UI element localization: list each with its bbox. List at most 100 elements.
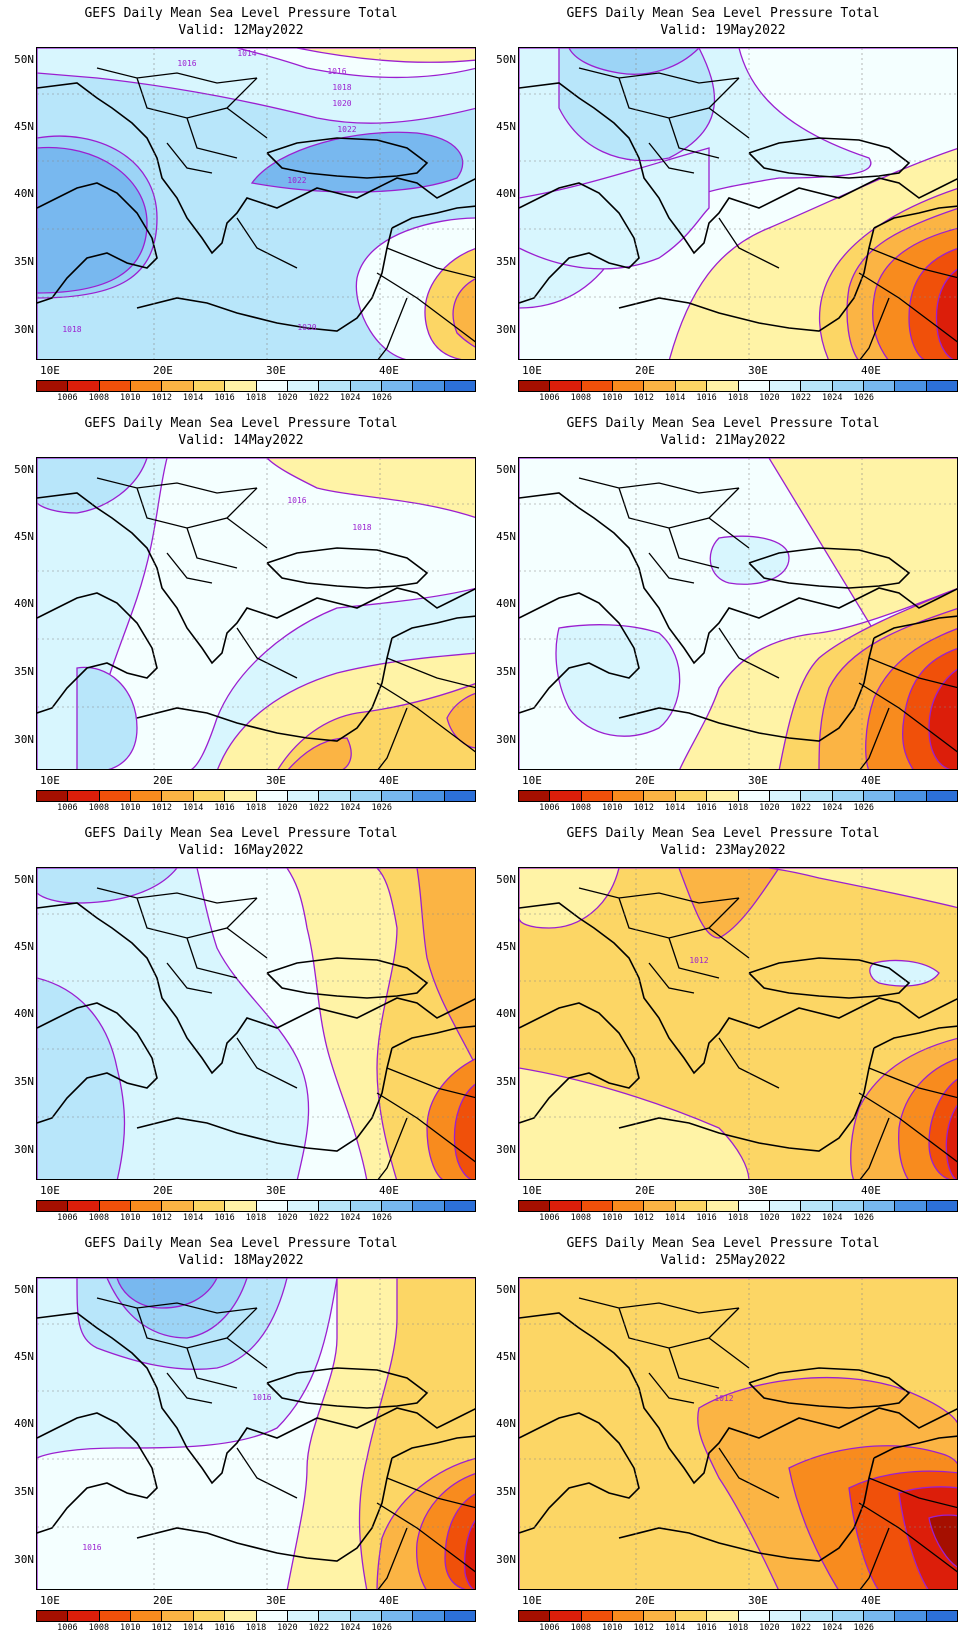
lon-tick-label: 40E bbox=[379, 1594, 399, 1607]
colorbar-swatch bbox=[444, 791, 476, 801]
colorbar-label: 1022 bbox=[308, 1623, 330, 1633]
colorbar-swatch bbox=[68, 381, 100, 391]
colorbar bbox=[518, 790, 958, 802]
colorbar-label: 1024 bbox=[340, 393, 361, 403]
lon-tick-label: 40E bbox=[861, 1594, 881, 1607]
map-panel: GEFS Daily Mean Sea Level Pressure Total… bbox=[482, 1230, 964, 1640]
pressure-map: 1016 1016 bbox=[36, 1277, 476, 1590]
colorbar-label: 1014 bbox=[182, 1213, 204, 1223]
colorbar-swatch bbox=[131, 381, 163, 391]
pressure-band bbox=[37, 868, 178, 904]
pressure-map: 1012 bbox=[518, 867, 958, 1180]
colorbar-label: 1008 bbox=[88, 803, 110, 813]
colorbar-swatch bbox=[926, 1611, 958, 1621]
colorbar-swatch bbox=[413, 381, 445, 391]
coastline bbox=[519, 82, 957, 332]
colorbar-label: 1012 bbox=[151, 1213, 172, 1223]
colorbar-label: 1026 bbox=[853, 1213, 874, 1223]
colorbar-swatch bbox=[350, 1201, 382, 1211]
colorbar-swatch bbox=[707, 1611, 739, 1621]
colorbar-label: 1012 bbox=[151, 1623, 172, 1633]
lat-tick-label: 50N bbox=[14, 463, 34, 476]
lat-tick-label: 45N bbox=[14, 530, 34, 543]
contour-label: 1018 bbox=[352, 523, 371, 532]
lon-tick-label: 40E bbox=[379, 774, 399, 787]
coastline bbox=[519, 492, 957, 742]
pressure-field bbox=[519, 458, 957, 769]
lat-tick-label: 40N bbox=[14, 1417, 34, 1430]
colorbar-swatch bbox=[832, 381, 864, 391]
pressure-band bbox=[898, 1486, 957, 1589]
pressure-band bbox=[678, 868, 780, 939]
lon-tick-label: 20E bbox=[153, 774, 173, 787]
pressure-band bbox=[416, 868, 475, 1066]
lat-tick-label: 45N bbox=[496, 530, 516, 543]
lon-tick-label: 30E bbox=[748, 1594, 768, 1607]
colorbar-label: 1016 bbox=[214, 393, 235, 403]
colorbar-label: 1012 bbox=[633, 393, 654, 403]
colorbar-label: 1014 bbox=[664, 1213, 686, 1223]
pressure-field: 1012 bbox=[519, 1278, 957, 1589]
panel-title: GEFS Daily Mean Sea Level Pressure Total bbox=[84, 1236, 398, 1251]
contour-label: 1018 bbox=[332, 83, 351, 92]
colorbar-label: 1024 bbox=[340, 1213, 361, 1223]
colorbar-label: 1008 bbox=[570, 803, 592, 813]
colorbar-swatch bbox=[801, 1611, 833, 1621]
colorbar bbox=[36, 1610, 476, 1622]
pressure-map: 1014 1016 1016 1018 1020 1022 1022 1020 1018 bbox=[36, 47, 476, 360]
lat-tick-label: 30N bbox=[496, 1553, 516, 1566]
colorbar-labels: 1006 1008 1010 1012 1014 1016 1018 1020 1022 1024… bbox=[36, 1623, 476, 1635]
colorbar-label: 1008 bbox=[88, 1213, 110, 1223]
colorbar-label: 1022 bbox=[790, 1623, 812, 1633]
colorbar-label: 1022 bbox=[308, 1213, 330, 1223]
colorbar-label: 1010 bbox=[120, 1623, 141, 1633]
lat-tick-label: 35N bbox=[496, 1075, 516, 1088]
colorbar-swatch bbox=[613, 1611, 645, 1621]
colorbar-swatch bbox=[926, 1201, 958, 1211]
contour-label: 1016 bbox=[177, 59, 196, 68]
pressure-field bbox=[37, 868, 475, 1179]
lon-tick-label: 40E bbox=[861, 1184, 881, 1197]
colorbar-swatch bbox=[707, 791, 739, 801]
coastline bbox=[519, 1312, 957, 1562]
lon-tick-label: 20E bbox=[153, 364, 173, 377]
lat-tick-label: 45N bbox=[496, 1350, 516, 1363]
panel-valid-date: Valid: 21May2022 bbox=[660, 433, 786, 448]
colorbar-swatch bbox=[519, 381, 551, 391]
colorbar-label: 1016 bbox=[696, 1623, 717, 1633]
colorbar-swatch bbox=[225, 1611, 257, 1621]
lat-tick-label: 35N bbox=[14, 255, 34, 268]
colorbar-swatch bbox=[350, 1611, 382, 1621]
lat-tick-label: 45N bbox=[14, 120, 34, 133]
lat-tick-label: 45N bbox=[496, 940, 516, 953]
colorbar-label: 1012 bbox=[633, 1213, 654, 1223]
map-panel: GEFS Daily Mean Sea Level Pressure Total… bbox=[0, 410, 482, 820]
colorbar-swatch bbox=[738, 1201, 770, 1211]
colorbar-label: 1018 bbox=[727, 803, 749, 813]
lon-tick-label: 10E bbox=[522, 1184, 542, 1197]
colorbar-swatch bbox=[193, 381, 226, 391]
colorbar-label: 1012 bbox=[633, 1623, 654, 1633]
colorbar-swatch bbox=[863, 1611, 896, 1621]
colorbar-swatch bbox=[519, 1611, 551, 1621]
lat-tick-label: 45N bbox=[496, 120, 516, 133]
colorbar-label: 1014 bbox=[182, 393, 204, 403]
colorbar-swatch bbox=[225, 381, 257, 391]
colorbar-label: 1010 bbox=[602, 393, 623, 403]
colorbar-label: 1010 bbox=[602, 803, 623, 813]
country-borders bbox=[96, 887, 475, 1179]
panel-valid-date: Valid: 19May2022 bbox=[660, 23, 786, 38]
coastline bbox=[37, 82, 475, 332]
coastline bbox=[37, 1312, 475, 1562]
lon-tick-label: 10E bbox=[40, 1184, 60, 1197]
colorbar-swatch bbox=[37, 1201, 69, 1211]
colorbar-swatch bbox=[287, 1201, 320, 1211]
colorbar-swatch bbox=[895, 381, 927, 391]
colorbar-swatch bbox=[644, 1611, 676, 1621]
colorbar-swatch bbox=[863, 381, 896, 391]
colorbar-label: 1016 bbox=[214, 1623, 235, 1633]
colorbar-label: 1014 bbox=[664, 803, 686, 813]
colorbar-label: 1006 bbox=[57, 803, 78, 813]
lon-tick-label: 10E bbox=[522, 1594, 542, 1607]
colorbar-swatch bbox=[738, 791, 770, 801]
